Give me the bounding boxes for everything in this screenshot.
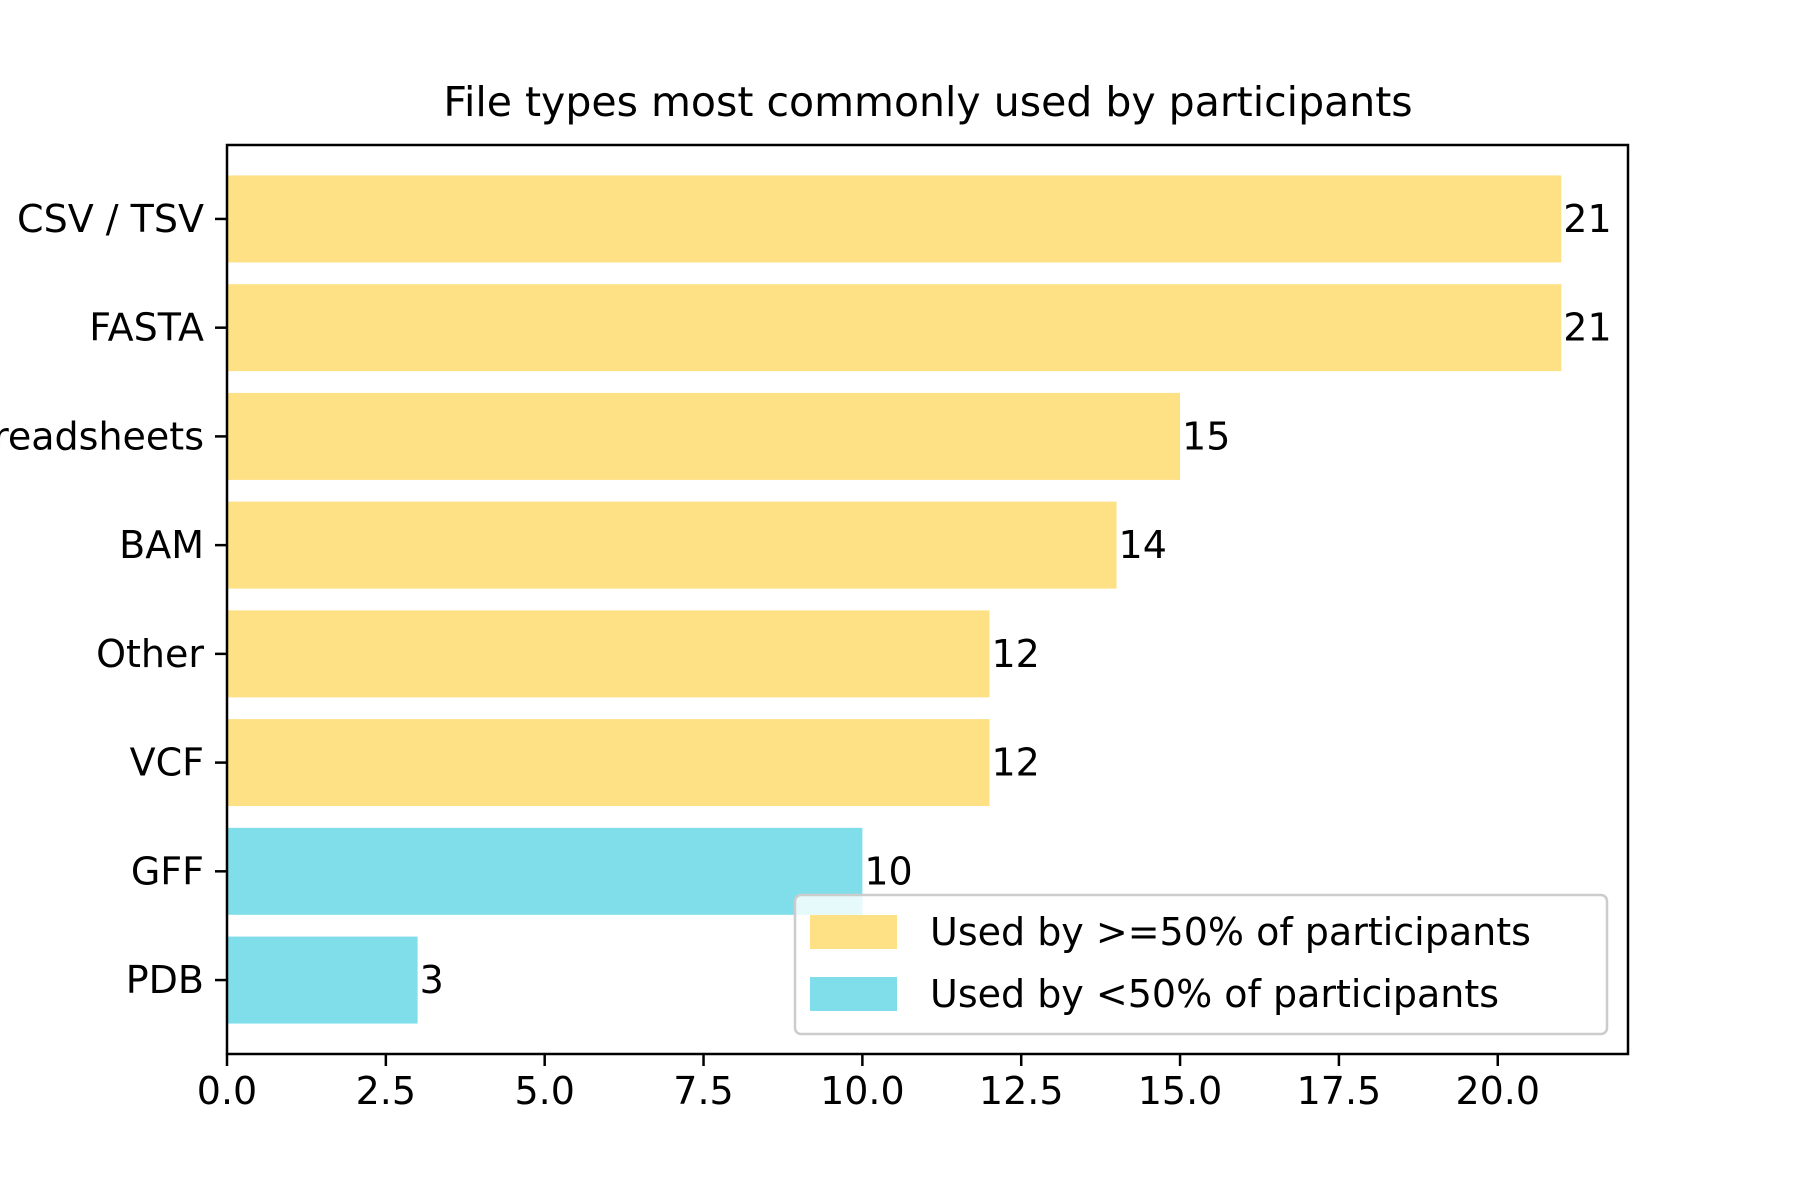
legend: Used by >=50% of participants Used by <50… [793, 893, 1609, 1036]
bar-value-label: 14 [1119, 523, 1167, 567]
y-tick-label: Other [96, 632, 204, 676]
x-tick-label: 7.5 [673, 1069, 733, 1113]
y-tick-label: PDB [126, 958, 204, 1002]
y-tick-label: FASTA [89, 306, 204, 350]
legend-swatch [810, 915, 897, 949]
bar-value-label: 21 [1563, 197, 1611, 241]
bar-2 [227, 392, 1181, 480]
x-tick-label: 17.5 [1297, 1069, 1382, 1113]
plot-frame [225, 143, 1630, 1056]
bar-7 [227, 936, 418, 1024]
axes-layer: 0.0 2.5 5.0 7.5 10.0 12.5 15.0 17.5 20.0 CSV / TS… [0, 143, 1630, 1113]
x-tick-label: 12.5 [979, 1069, 1064, 1113]
y-tick-label: VCF [130, 741, 204, 785]
x-tick-label: 20.0 [1455, 1069, 1540, 1113]
bar-value-label: 10 [864, 849, 912, 893]
y-tick-label: Spreadsheets [0, 414, 204, 458]
y-tick-label: BAM [119, 523, 204, 567]
x-tick-label: 5.0 [514, 1069, 574, 1113]
legend-label: Used by >=50% of participants [930, 910, 1531, 954]
bar-4 [227, 610, 990, 698]
bar-5 [227, 719, 990, 807]
bar-value-label: 21 [1563, 306, 1611, 350]
y-tick-label: CSV / TSV [17, 197, 204, 241]
x-tick-label: 2.5 [356, 1069, 416, 1113]
bar-value-label: 3 [420, 958, 444, 1002]
bar-3 [227, 501, 1117, 589]
legend-label: Used by <50% of participants [930, 972, 1499, 1016]
bars-layer: 21 21 15 14 12 12 10 3 [227, 175, 1612, 1024]
bar-value-label: 12 [991, 632, 1039, 676]
x-tick-label: 10.0 [820, 1069, 905, 1113]
bar-6 [227, 827, 863, 915]
chart-title: File types most commonly used by partici… [443, 78, 1412, 126]
legend-box [793, 893, 1609, 1036]
bar-1 [227, 284, 1562, 372]
legend-swatch [810, 977, 897, 1011]
y-tick-label: GFF [131, 849, 204, 893]
x-tick-label: 15.0 [1138, 1069, 1223, 1113]
x-tick-label: 0.0 [197, 1069, 257, 1113]
bar-0 [227, 175, 1562, 263]
bar-value-label: 15 [1182, 414, 1230, 458]
bar-value-label: 12 [991, 741, 1039, 785]
